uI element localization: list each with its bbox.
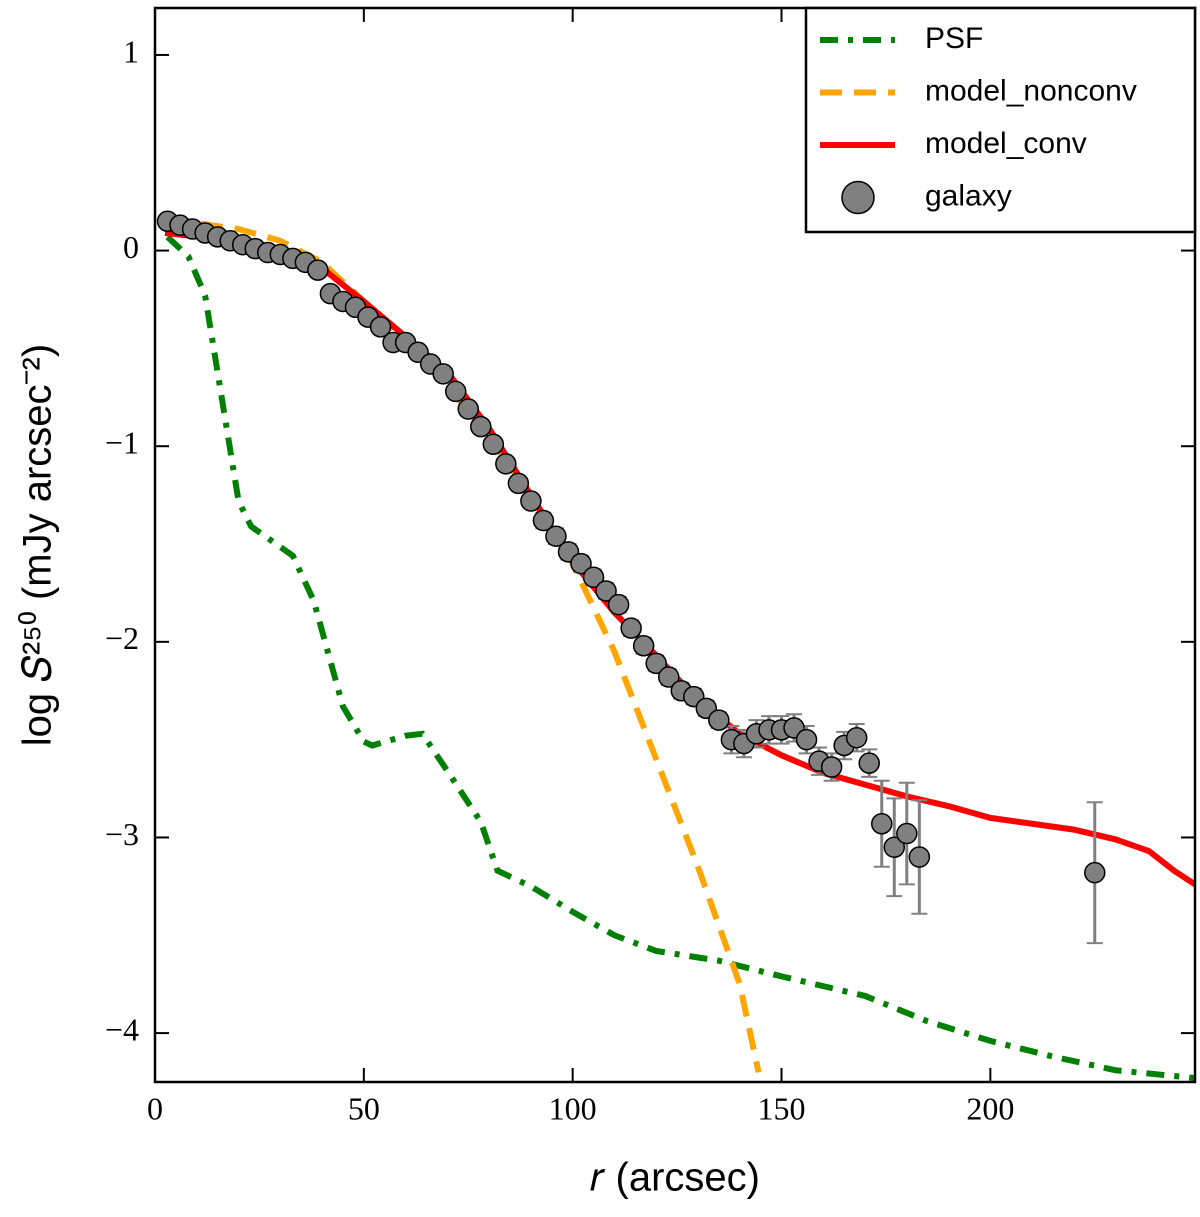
legend-label: model_nonconv <box>925 74 1137 107</box>
data-point <box>482 433 505 456</box>
y-tick-label: 0 <box>123 229 139 265</box>
legend-label: model_conv <box>925 127 1087 160</box>
data-point <box>507 472 530 495</box>
data-point <box>520 490 542 512</box>
x-tick-label: 100 <box>549 1090 597 1126</box>
line-dashed <box>166 214 762 1073</box>
data-point <box>595 580 617 602</box>
data-point <box>820 756 843 778</box>
data-point <box>570 552 592 575</box>
x-tick-label: 150 <box>758 1090 806 1126</box>
plot-area <box>156 210 1195 1082</box>
x-tick-label: 50 <box>348 1090 380 1126</box>
data-point <box>632 634 655 657</box>
data-point <box>444 380 467 403</box>
data-point <box>708 709 730 731</box>
x-tick-label: 0 <box>147 1090 163 1126</box>
data-point <box>657 666 680 688</box>
x-tick-label: 200 <box>966 1090 1014 1126</box>
data-point <box>457 398 480 420</box>
data-point <box>620 617 642 639</box>
data-point <box>432 363 454 385</box>
data-point <box>470 415 492 438</box>
data-point <box>307 259 329 281</box>
data-point <box>845 726 868 749</box>
legend-marker <box>841 180 875 215</box>
y-tick-label: 1 <box>123 33 139 69</box>
data-point <box>545 525 567 547</box>
x-axis-label: 𝑟 (arcsec) <box>590 1156 760 1200</box>
data-point <box>495 453 517 475</box>
y-tick-label: −2 <box>105 620 139 656</box>
data-point <box>582 566 605 589</box>
y-tick-label: −3 <box>105 816 139 852</box>
legend-label: galaxy <box>925 179 1012 212</box>
line-solid <box>164 229 1195 887</box>
data-point <box>870 813 893 835</box>
y-axis-label: log 𝑆²⁵⁰ (mJy arcsec⁻²) <box>16 344 60 746</box>
data-point <box>607 593 630 616</box>
data-point <box>369 316 392 338</box>
data-point <box>795 728 818 751</box>
data-point <box>645 652 667 675</box>
legend-label: PSF <box>925 22 983 55</box>
data-point <box>896 822 918 845</box>
data-point <box>908 846 931 868</box>
data-point <box>1084 861 1106 884</box>
data-point <box>883 836 906 858</box>
line-dashdot <box>165 234 1195 1082</box>
plot-frame <box>153 6 1197 1084</box>
y-tick-label: −1 <box>105 425 139 461</box>
y-tick-label: −4 <box>105 1011 139 1047</box>
data-point <box>858 752 880 774</box>
data-point <box>532 509 555 532</box>
